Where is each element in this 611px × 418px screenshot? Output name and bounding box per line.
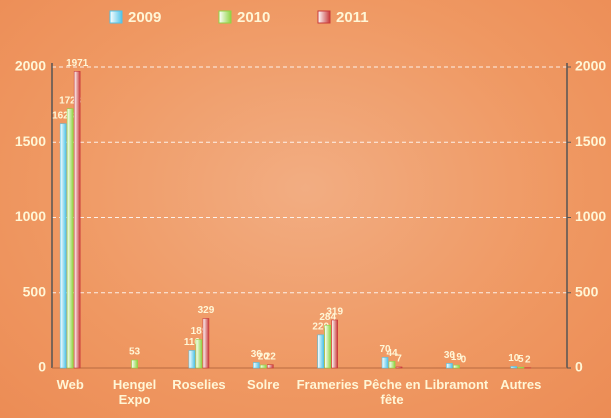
value-label: 36 [251, 349, 263, 360]
y-tick-label: 1000 [15, 208, 46, 224]
legend-swatch [109, 10, 123, 24]
value-label: 5 [518, 354, 524, 365]
legend-swatch [218, 10, 232, 24]
bar [395, 366, 403, 369]
value-label: 10 [508, 353, 520, 364]
legend-swatch [317, 10, 331, 24]
bar [195, 339, 203, 369]
x-tick-label: Pêche en fête [363, 377, 421, 407]
legend-label: 2010 [237, 9, 270, 26]
x-tick-label: Solre [247, 377, 280, 392]
x-tick-label: Hengel Expo [112, 377, 157, 407]
bar [517, 366, 525, 369]
bar [510, 366, 518, 369]
x-tick-label: Roselies [172, 377, 226, 392]
value-label: 1623 [52, 110, 75, 121]
legend-label: 2011 [336, 9, 369, 26]
bar [388, 361, 396, 369]
value-label: 20 [258, 352, 270, 363]
x-tick-label: Autres [500, 377, 542, 392]
bar [317, 334, 324, 369]
value-label: 0 [461, 355, 467, 366]
value-label: 220 [312, 322, 329, 333]
y2-tick-label: 500 [575, 283, 599, 299]
bar [202, 318, 210, 369]
x-tick-label: Frameries [296, 377, 359, 392]
value-label: 53 [129, 347, 141, 358]
bar [253, 362, 260, 369]
x-tick-label: Libramont [424, 377, 489, 392]
bar [59, 123, 67, 369]
value-label: 329 [198, 305, 215, 316]
y2-tick-label: 1500 [575, 133, 606, 149]
x-tick-label: Web [56, 377, 84, 392]
bar [331, 319, 338, 369]
legend-label: 2009 [128, 9, 161, 26]
value-label: 19 [451, 352, 463, 363]
value-label: 1971 [66, 58, 89, 69]
bar [73, 71, 81, 369]
value-label: 2 [525, 354, 531, 365]
value-label: 30 [444, 350, 456, 361]
value-label: 284 [319, 312, 336, 323]
bar [381, 357, 389, 369]
bar [446, 363, 453, 369]
bar [267, 364, 274, 369]
bar [324, 324, 331, 369]
value-label: 70 [380, 344, 392, 355]
y2-tick-label: 0 [575, 359, 583, 375]
bar [453, 364, 460, 369]
y-tick-label: 500 [23, 283, 47, 299]
bar [260, 364, 267, 369]
y-tick-label: 0 [38, 359, 46, 375]
value-label: 22 [265, 351, 277, 362]
value-label: 7 [396, 354, 402, 365]
value-label: 116 [184, 337, 201, 348]
bar [188, 350, 196, 369]
value-label: 319 [326, 307, 343, 318]
y-tick-label: 2000 [15, 58, 46, 74]
value-label: 189 [191, 326, 208, 337]
bar [66, 108, 74, 369]
bar [131, 359, 138, 369]
y2-tick-label: 1000 [575, 208, 606, 224]
value-label: 44 [387, 348, 399, 359]
y2-tick-label: 2000 [575, 58, 606, 74]
value-label: 1723 [59, 95, 82, 106]
y-tick-label: 1500 [15, 133, 46, 149]
